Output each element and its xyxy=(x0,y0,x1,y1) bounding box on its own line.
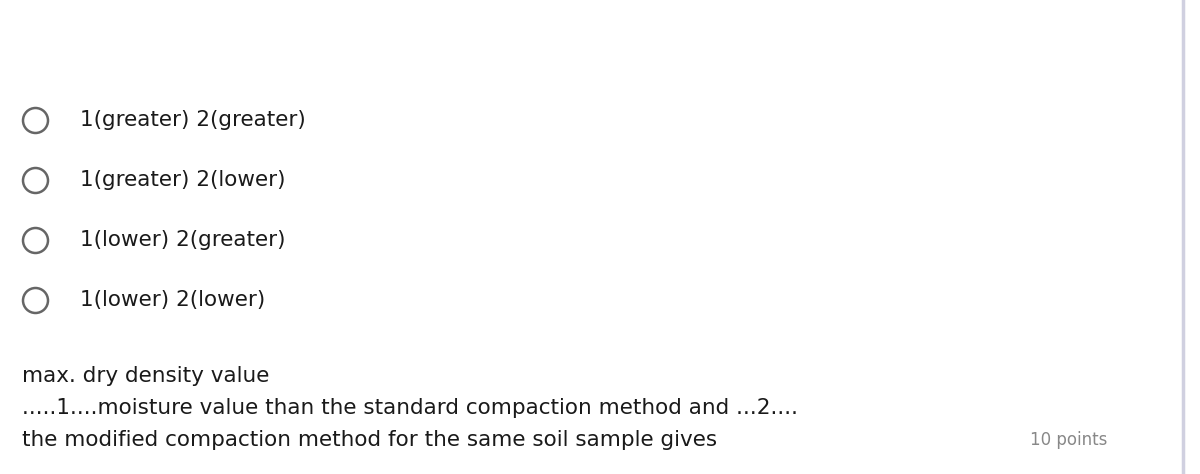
Text: 1(lower) 2(greater): 1(lower) 2(greater) xyxy=(80,230,286,250)
Text: 1(greater) 2(greater): 1(greater) 2(greater) xyxy=(80,110,306,130)
Text: max. dry density value: max. dry density value xyxy=(22,366,269,386)
Text: .....1....moisture value than the standard compaction method and ...2....: .....1....moisture value than the standa… xyxy=(22,398,798,418)
Text: 1(greater) 2(lower): 1(greater) 2(lower) xyxy=(80,170,286,190)
Text: 1(lower) 2(lower): 1(lower) 2(lower) xyxy=(80,290,265,310)
Text: the modified compaction method for the same soil sample gives: the modified compaction method for the s… xyxy=(22,430,718,450)
Text: 10 points: 10 points xyxy=(1030,431,1108,449)
